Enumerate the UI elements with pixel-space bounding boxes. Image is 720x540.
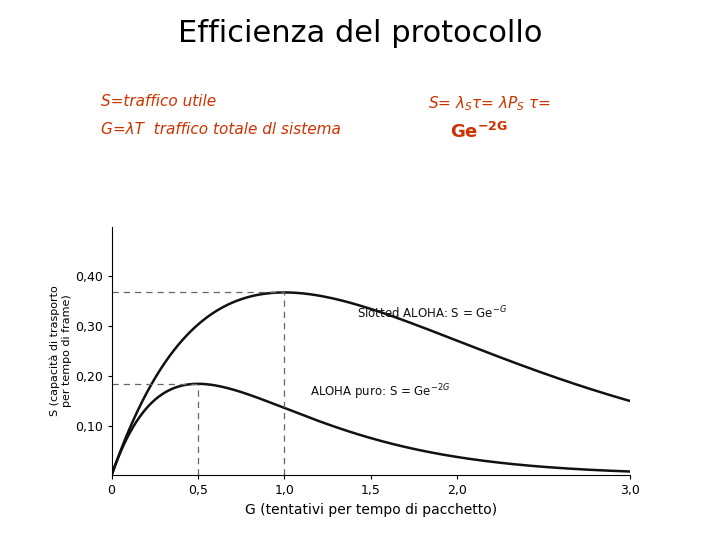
- Text: $\mathbf{Ge^{-2G}}$: $\mathbf{Ge^{-2G}}$: [450, 122, 508, 141]
- Y-axis label: S (capacità di trasporto
per tempo di frame): S (capacità di trasporto per tempo di fr…: [50, 286, 72, 416]
- X-axis label: G (tentativi per tempo di pacchetto): G (tentativi per tempo di pacchetto): [245, 503, 497, 517]
- Text: S=traffico utile: S=traffico utile: [101, 94, 216, 110]
- Text: G=λT  traffico totale dl sistema: G=λT traffico totale dl sistema: [101, 122, 341, 137]
- Text: S= $\lambda_S\tau$= $\lambda P_S$ $\tau$=: S= $\lambda_S\tau$= $\lambda P_S$ $\tau$…: [428, 94, 552, 113]
- Text: Slotted ALOHA: S = Ge$^{-G}$: Slotted ALOHA: S = Ge$^{-G}$: [357, 305, 507, 322]
- Text: ALOHA puro: S = Ge$^{-2G}$: ALOHA puro: S = Ge$^{-2G}$: [310, 383, 451, 402]
- Text: Efficienza del protocollo: Efficienza del protocollo: [178, 19, 542, 48]
